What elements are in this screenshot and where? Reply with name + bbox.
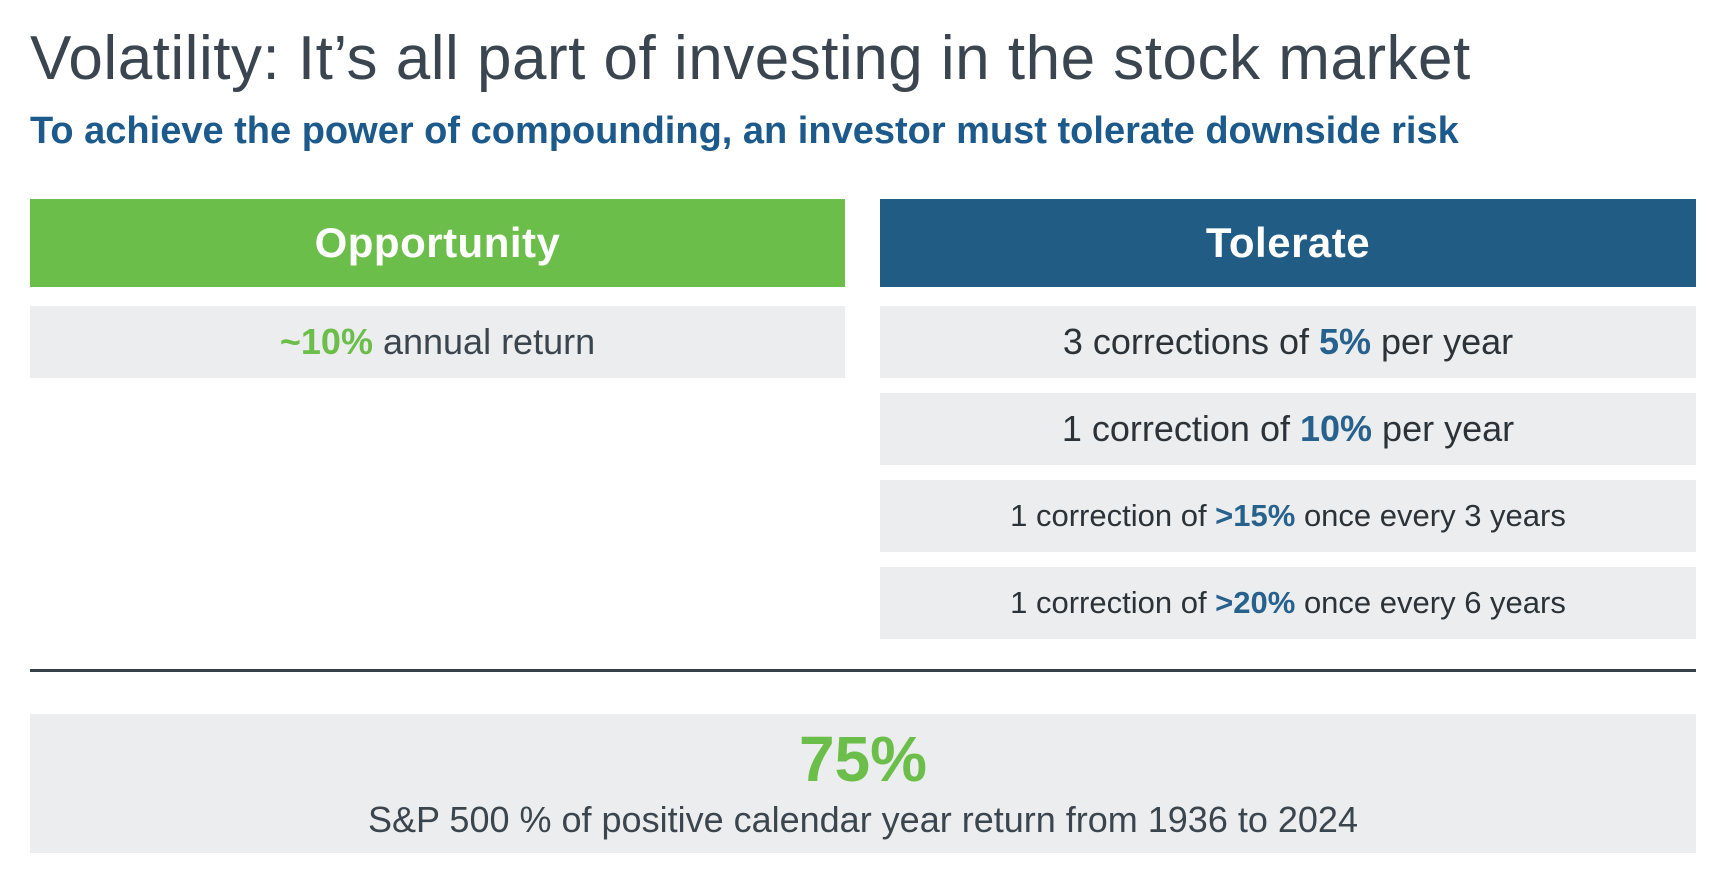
row-highlight: 5%	[1319, 321, 1372, 362]
divider	[30, 669, 1696, 672]
row-suffix: annual return	[372, 321, 596, 362]
row-highlight: >20%	[1215, 585, 1296, 620]
tolerate-row: 1 correction of >15% once every 3 years	[880, 480, 1696, 552]
opportunity-header: Opportunity	[30, 199, 845, 287]
tolerate-row: 1 correction of 10% per year	[880, 393, 1696, 465]
row-suffix: once every 6 years	[1295, 585, 1566, 620]
summary-value: 75%	[798, 723, 928, 796]
row-highlight: ~10%	[279, 321, 373, 362]
row-suffix: once every 3 years	[1295, 498, 1566, 533]
row-prefix: 1 correction of	[1010, 585, 1216, 620]
row-prefix: 1 correction of	[1061, 408, 1300, 449]
row-prefix: 1 correction of	[1010, 498, 1216, 533]
opportunity-column: Opportunity ~10% annual return	[30, 199, 845, 378]
page-subtitle: To achieve the power of compounding, an …	[30, 110, 1459, 152]
summary-caption: S&P 500 % of positive calendar year retu…	[368, 798, 1358, 840]
row-highlight: >15%	[1215, 498, 1296, 533]
row-suffix: per year	[1372, 408, 1515, 449]
tolerate-header: Tolerate	[880, 199, 1696, 287]
opportunity-row: ~10% annual return	[30, 306, 845, 378]
tolerate-row: 3 corrections of 5% per year	[880, 306, 1696, 378]
summary-box: 75% S&P 500 % of positive calendar year …	[30, 714, 1696, 853]
tolerate-header-label: Tolerate	[1205, 219, 1371, 266]
opportunity-header-label: Opportunity	[314, 219, 561, 266]
tolerate-column: Tolerate 3 corrections of 5% per year 1 …	[880, 199, 1696, 639]
tolerate-row: 1 correction of >20% once every 6 years	[880, 567, 1696, 639]
row-highlight: 10%	[1299, 408, 1373, 449]
row-suffix: per year	[1371, 321, 1514, 362]
page-title: Volatility: It’s all part of investing i…	[30, 24, 1471, 93]
row-prefix: 3 corrections of	[1062, 321, 1319, 362]
